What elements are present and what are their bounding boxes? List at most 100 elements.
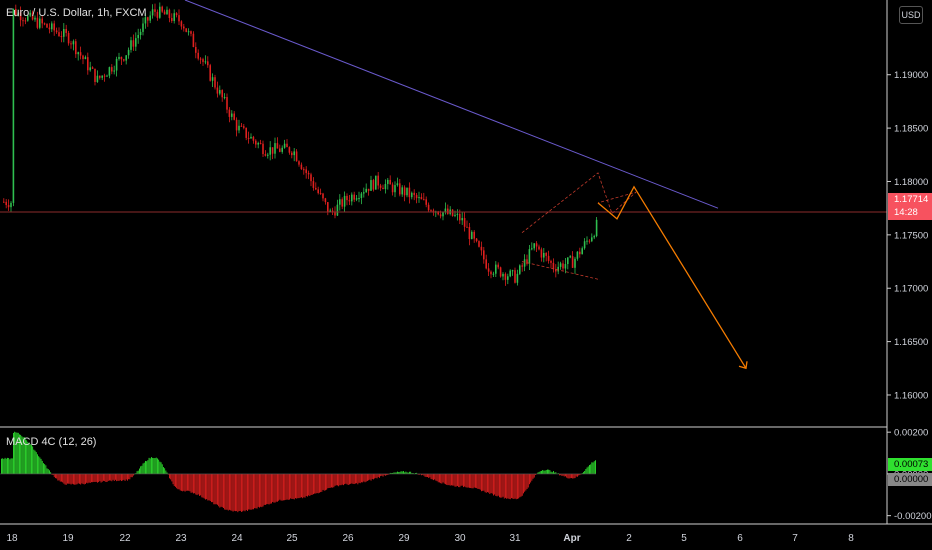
candle-body — [545, 252, 547, 256]
macd-bar — [325, 473, 326, 491]
candle-body — [22, 20, 24, 22]
candle-body — [487, 268, 490, 272]
macd-bar — [555, 472, 557, 474]
candle-body — [5, 201, 7, 206]
candle-body — [139, 31, 142, 35]
candle-body — [401, 187, 403, 195]
candle-body — [180, 21, 183, 27]
macd-bar — [317, 473, 319, 494]
macd-bar — [344, 473, 346, 485]
macd-bar — [194, 473, 196, 494]
macd-bar — [232, 473, 234, 512]
macd-bar — [172, 473, 174, 485]
macd-bar — [251, 473, 253, 510]
resistance-trendline[interactable] — [184, 0, 719, 209]
candle-body — [399, 183, 401, 195]
macd-bar — [579, 473, 581, 476]
macd-bar — [74, 473, 76, 485]
macd-bar — [231, 473, 233, 511]
pattern-lower-line[interactable] — [521, 261, 601, 281]
macd-bar — [46, 468, 48, 474]
macd-bar — [50, 472, 52, 474]
macd-bar — [478, 473, 480, 489]
candle-body — [185, 28, 187, 32]
projection-path[interactable] — [597, 185, 747, 369]
candle-body — [360, 193, 363, 199]
macd-bar — [238, 473, 240, 511]
macd-bar — [275, 473, 277, 502]
candle-body — [204, 61, 207, 63]
macd-bar — [385, 473, 386, 476]
macd-bar — [39, 457, 41, 474]
macd-bar — [453, 473, 455, 486]
macd-bar — [409, 471, 410, 474]
macd-bar — [361, 473, 362, 483]
macd-bar — [206, 473, 208, 500]
candle-body — [322, 193, 324, 199]
currency-badge[interactable]: USD — [899, 6, 923, 24]
macd-bar — [505, 473, 506, 498]
candle-body — [34, 17, 36, 20]
candle-body — [65, 28, 67, 33]
macd-bar — [223, 473, 224, 508]
candle-body — [514, 270, 516, 283]
macd-indicator-title[interactable]: MACD 4C (12, 26) — [6, 436, 97, 448]
candle-body — [125, 55, 127, 61]
candle-body — [147, 17, 149, 21]
macd-bar — [461, 473, 463, 486]
macd-bar — [355, 473, 356, 484]
candle-body — [466, 226, 468, 228]
time-tick-label: 23 — [175, 533, 187, 544]
macd-bar — [277, 473, 278, 502]
candle-body — [99, 75, 101, 78]
macd-bar — [41, 460, 43, 474]
macd-bar — [581, 473, 583, 474]
candle-body — [51, 23, 53, 30]
macd-bar — [71, 473, 73, 484]
macd-bar — [544, 470, 546, 474]
macd-bar — [103, 473, 104, 481]
symbol-title[interactable]: Euro / U.S. Dollar, 1h, FXCM — [6, 7, 147, 19]
candle-body — [519, 265, 521, 274]
price-axis[interactable]: 1.19000 1.18500 1.18000 1.17500 1.17000 1.165… — [887, 70, 928, 401]
macd-bar — [254, 473, 256, 509]
macd-bar — [280, 473, 282, 501]
macd-bar — [80, 473, 82, 485]
candle-body — [7, 205, 10, 208]
macd-bar — [111, 473, 113, 482]
macd-bar — [455, 473, 457, 487]
macd-bar — [316, 473, 318, 494]
candle-body — [363, 192, 365, 194]
macd-bar — [196, 473, 198, 496]
macd-bar — [517, 473, 518, 499]
macd-bar — [512, 473, 514, 499]
macd-bar — [383, 473, 385, 476]
macd-bar — [47, 469, 49, 474]
macd-bar — [197, 473, 199, 495]
candle-body — [173, 13, 175, 21]
macd-bar — [115, 473, 116, 480]
time-axis[interactable]: 18 19 22 23 24 25 26 29 30 31 Apr 2 5 6 7 8 — [6, 533, 854, 544]
candle-body — [471, 231, 473, 240]
time-tick-label: 6 — [737, 533, 743, 544]
macd-bar — [297, 473, 299, 499]
macd-bar — [55, 473, 56, 479]
macd-bar — [241, 473, 242, 512]
macd-bar — [106, 473, 108, 482]
macd-bar — [244, 473, 246, 512]
macd-bar — [335, 473, 337, 486]
macd-bar — [541, 470, 542, 474]
macd-bar — [380, 473, 382, 477]
macd-bar — [595, 460, 596, 474]
candle-body — [396, 183, 399, 186]
macd-bar — [470, 473, 472, 489]
candle-body — [240, 125, 243, 127]
macd-bar — [139, 468, 140, 474]
macd-bar — [263, 473, 265, 505]
macd-bar — [15, 432, 17, 474]
macd-bar — [322, 473, 324, 490]
macd-bar — [27, 441, 29, 474]
macd-bar — [161, 464, 163, 474]
candle-body — [420, 197, 423, 200]
